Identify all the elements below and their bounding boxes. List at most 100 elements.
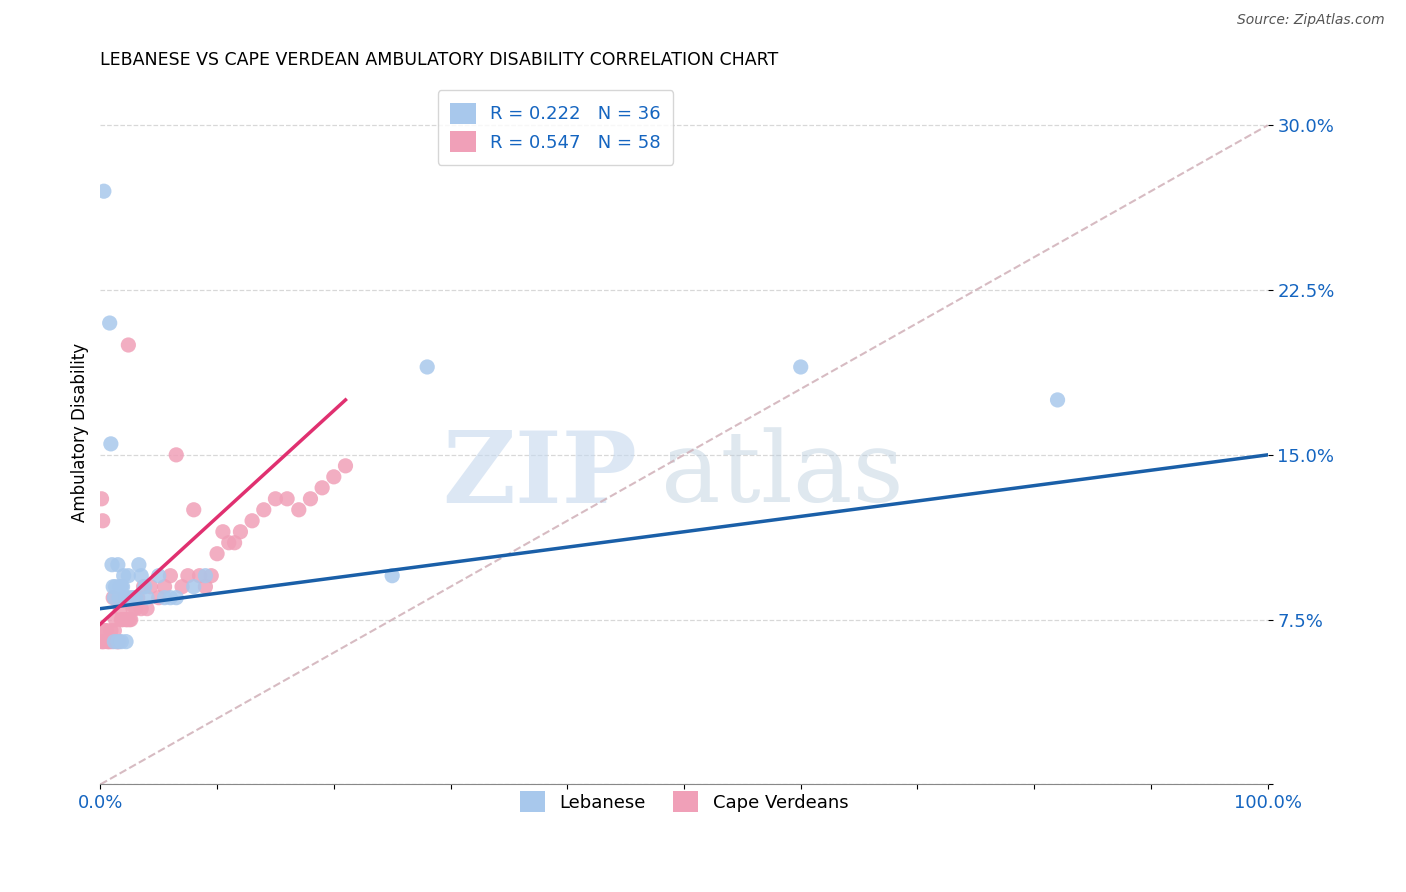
Point xyxy=(90,634,112,648)
Point xyxy=(93,634,115,648)
Point xyxy=(108,601,131,615)
Point xyxy=(111,580,134,594)
Point xyxy=(98,634,121,648)
Point xyxy=(153,580,176,594)
Point xyxy=(103,634,125,648)
Point xyxy=(117,338,139,352)
Y-axis label: Ambulatory Disability: Ambulatory Disability xyxy=(72,343,89,523)
Legend: Lebanese, Cape Verdeans: Lebanese, Cape Verdeans xyxy=(508,779,860,824)
Point xyxy=(148,591,170,605)
Point xyxy=(416,359,439,374)
Point xyxy=(136,591,159,605)
Point xyxy=(159,568,181,582)
Point xyxy=(90,491,112,506)
Point xyxy=(103,624,125,638)
Point xyxy=(118,591,141,605)
Point xyxy=(188,568,211,582)
Point xyxy=(136,601,159,615)
Point xyxy=(218,535,240,549)
Point xyxy=(104,613,127,627)
Point xyxy=(112,591,135,605)
Point xyxy=(117,568,139,582)
Text: LEBANESE VS CAPE VERDEAN AMBULATORY DISABILITY CORRELATION CHART: LEBANESE VS CAPE VERDEAN AMBULATORY DISA… xyxy=(100,51,779,69)
Point xyxy=(335,458,357,473)
Point xyxy=(153,591,176,605)
Point xyxy=(120,613,142,627)
Point xyxy=(107,558,129,572)
Point xyxy=(264,491,287,506)
Point xyxy=(122,591,145,605)
Point xyxy=(299,491,322,506)
Point xyxy=(322,470,344,484)
Text: Source: ZipAtlas.com: Source: ZipAtlas.com xyxy=(1237,13,1385,28)
Point xyxy=(311,481,333,495)
Point xyxy=(253,503,276,517)
Text: atlas: atlas xyxy=(661,427,904,523)
Point xyxy=(105,634,128,648)
Point xyxy=(148,568,170,582)
Point xyxy=(115,613,138,627)
Point xyxy=(98,316,121,330)
Point xyxy=(112,568,135,582)
Point xyxy=(118,613,141,627)
Point xyxy=(127,591,149,605)
Point xyxy=(139,580,162,594)
Point xyxy=(110,580,132,594)
Point xyxy=(96,624,118,638)
Point xyxy=(108,580,131,594)
Point xyxy=(103,580,125,594)
Point xyxy=(194,580,217,594)
Point xyxy=(100,437,122,451)
Point xyxy=(177,568,200,582)
Point xyxy=(224,535,246,549)
Point xyxy=(111,613,134,627)
Point xyxy=(124,601,146,615)
Point xyxy=(101,558,124,572)
Point xyxy=(128,558,150,572)
Point xyxy=(165,591,187,605)
Point xyxy=(96,634,118,648)
Point xyxy=(115,634,138,648)
Point xyxy=(110,613,132,627)
Point xyxy=(1046,392,1069,407)
Point xyxy=(100,624,122,638)
Point xyxy=(200,568,222,582)
Point xyxy=(229,524,252,539)
Point xyxy=(104,580,127,594)
Point xyxy=(107,634,129,648)
Text: ZIP: ZIP xyxy=(443,426,637,524)
Point xyxy=(790,359,813,374)
Point xyxy=(103,591,125,605)
Point xyxy=(115,591,138,605)
Point xyxy=(183,503,205,517)
Point xyxy=(91,514,114,528)
Point xyxy=(93,184,115,198)
Point xyxy=(122,601,145,615)
Point xyxy=(240,514,263,528)
Point xyxy=(108,591,131,605)
Point xyxy=(205,547,228,561)
Point xyxy=(159,591,181,605)
Point xyxy=(101,634,124,648)
Point xyxy=(194,568,217,582)
Point xyxy=(103,591,125,605)
Point xyxy=(94,624,117,638)
Point xyxy=(115,613,138,627)
Point xyxy=(183,580,205,594)
Point xyxy=(129,568,152,582)
Point xyxy=(107,634,129,648)
Point xyxy=(165,448,187,462)
Point xyxy=(381,568,404,582)
Point xyxy=(124,591,146,605)
Point xyxy=(170,580,193,594)
Point xyxy=(132,580,155,594)
Point xyxy=(97,634,120,648)
Point xyxy=(129,601,152,615)
Point xyxy=(134,580,156,594)
Point xyxy=(108,634,131,648)
Point xyxy=(288,503,311,517)
Point xyxy=(110,634,132,648)
Point xyxy=(91,634,114,648)
Point xyxy=(212,524,235,539)
Point xyxy=(276,491,298,506)
